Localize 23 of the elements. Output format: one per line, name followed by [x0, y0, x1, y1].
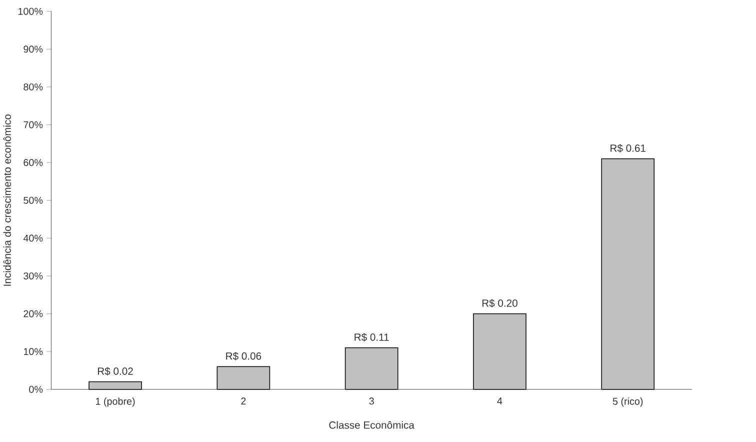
- y-tick-label: 90%: [24, 46, 43, 53]
- x-tick-label: 1 (pobre): [96, 397, 135, 407]
- data-label: R$ 0.20: [482, 298, 518, 308]
- data-label: R$ 0.06: [226, 352, 262, 360]
- y-tick-label: 50%: [24, 196, 43, 204]
- y-tick-label: 40%: [23, 234, 43, 242]
- x-tick-label: 2: [241, 397, 246, 404]
- y-tick-label: 60%: [24, 158, 43, 166]
- y-tick-label: 0%: [29, 386, 43, 393]
- data-label: R$ 0.11: [354, 332, 389, 342]
- y-tick-label: 70%: [24, 121, 43, 128]
- y-tick-label: 30%: [24, 272, 43, 280]
- y-tick-label: 80%: [24, 83, 43, 90]
- x-tick-label: 4: [497, 397, 502, 404]
- x-tick-label: 3: [369, 397, 374, 404]
- data-label: R$ 0.02: [98, 366, 133, 376]
- x-tick-label: 5 (rico): [612, 397, 643, 407]
- y-tick-label: 10%: [24, 348, 43, 355]
- y-tick-label: 100%: [18, 8, 43, 15]
- y-tick-label: 20%: [24, 310, 43, 318]
- data-label: R$ 0.61: [610, 144, 646, 152]
- y-axis-title: Incidência do crescimento econômico: [3, 114, 11, 286]
- x-axis-title: Classe Econômica: [329, 420, 414, 429]
